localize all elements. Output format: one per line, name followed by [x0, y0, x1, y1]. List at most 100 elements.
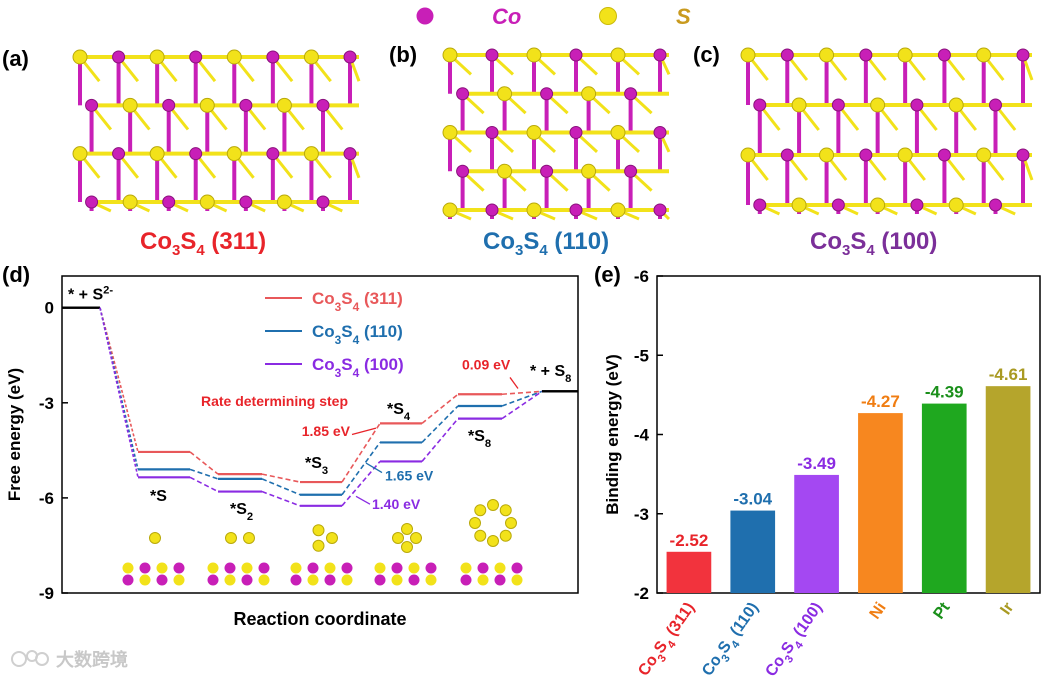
panel-e-label: (e) [594, 262, 621, 287]
x-tick-label: Ir [997, 600, 1017, 618]
co-atom [485, 126, 499, 139]
step-label-s4: *S4 [387, 401, 411, 423]
co-atom [937, 48, 951, 62]
co-atom [910, 98, 924, 112]
s-adsorbate-atom [149, 532, 161, 544]
co-atom [456, 164, 470, 178]
co-atom [189, 147, 203, 161]
co-atom [485, 48, 499, 62]
arrow-1-40 [355, 495, 371, 505]
co-atom [653, 48, 667, 62]
co-atom [266, 50, 280, 64]
y-tick-label: 0 [45, 299, 54, 318]
panel-d-label: (d) [2, 262, 31, 287]
crystal-structure-110-image [442, 47, 671, 221]
y-tick-label: -4 [634, 426, 650, 445]
bar-value-label: -3.49 [797, 454, 836, 473]
arrow-1-65 [365, 462, 383, 474]
watermark-logo-icon [11, 650, 49, 667]
surface-atom [391, 574, 403, 586]
s-atom [948, 97, 964, 113]
energy-connector [341, 441, 381, 496]
x-tick-label: Co3S4 (311) [635, 600, 702, 678]
surface-atom [425, 562, 437, 574]
s-adsorbate-atom [401, 541, 413, 553]
s-atom [897, 147, 913, 163]
x-tick-label: Pt [930, 599, 953, 622]
step-label-start: * + S2- [68, 285, 113, 304]
surface-atom [494, 574, 506, 586]
s-atom [276, 194, 292, 210]
co-atom [780, 148, 794, 162]
y-tick-label: -5 [634, 346, 649, 365]
s-adsorbate-atom [392, 532, 404, 544]
surface-atom [494, 562, 506, 574]
bar [730, 510, 776, 593]
co-atom [112, 147, 126, 161]
surface-atom [477, 574, 489, 586]
s-adsorbate-atom [499, 504, 512, 517]
s-atom [791, 197, 807, 213]
co-atom [485, 203, 499, 217]
surface-atom [173, 574, 185, 586]
surface-atom [122, 562, 134, 574]
s-adsorbate-atom [469, 517, 481, 529]
energy-connector [421, 418, 459, 462]
co-atom [624, 164, 638, 178]
s-atom [442, 47, 458, 63]
s-atom [226, 146, 242, 162]
s-atom [610, 47, 626, 63]
surface-atom [156, 574, 168, 586]
arrow-0-09 [509, 377, 519, 389]
legend-label: Co3S4 (110) [312, 322, 403, 347]
structure-title-110: Co3S4 (110) [483, 228, 610, 259]
surface-atom [156, 562, 168, 574]
surface-atom [425, 574, 437, 586]
co-atom [266, 147, 280, 161]
energy-connector [261, 473, 301, 483]
s-atom [442, 125, 458, 140]
crystal-structure-100-image [740, 47, 1034, 216]
surface-atom [460, 562, 472, 574]
surface-atom [408, 562, 420, 574]
free-energy-chart: 0 -3 -6 -9 Free energy (eV) Reaction coordina… [5, 275, 579, 629]
co-atom [831, 198, 845, 212]
s-atom [122, 97, 138, 113]
legend-label: Co3S4 (100) [312, 355, 404, 380]
surface-atom [324, 574, 336, 586]
adsorbate-structure-image [207, 532, 270, 586]
co-atom [540, 164, 554, 178]
s-adsorbate-atom [326, 532, 338, 544]
energy-connector [99, 307, 139, 470]
co-atom [624, 87, 638, 101]
step-label-s3: *S3 [305, 455, 328, 477]
s-atom [948, 197, 964, 213]
s-adsorbate-atom [474, 529, 487, 542]
surface-atom [374, 562, 386, 574]
s-atom [149, 49, 165, 65]
surface-atom [341, 562, 353, 574]
y-tick-label: -3 [634, 505, 649, 524]
s-adsorbate-atom [225, 532, 237, 544]
adsorbate-structure-image [122, 532, 185, 586]
co-atom [316, 98, 330, 112]
surface-atom [139, 562, 151, 574]
step-label-s2: *S2 [230, 501, 253, 523]
y-tick-label: -6 [39, 489, 54, 508]
s-atom [122, 194, 138, 210]
s-adsorbate-atom [499, 529, 512, 542]
co-atom [989, 98, 1002, 112]
s-adsorbate-atom [487, 535, 499, 547]
s-atom [149, 146, 165, 162]
co-atom [1016, 148, 1030, 162]
co-atom [653, 203, 667, 217]
s-atom [72, 49, 88, 65]
s-atom [276, 97, 292, 113]
bar [985, 386, 1031, 593]
surface-atom [207, 562, 219, 574]
co-atom [569, 48, 583, 62]
crystal-structure-311-image [72, 49, 361, 213]
s-atom [740, 47, 756, 63]
plot-frame [61, 275, 579, 594]
co-atom [569, 203, 583, 217]
